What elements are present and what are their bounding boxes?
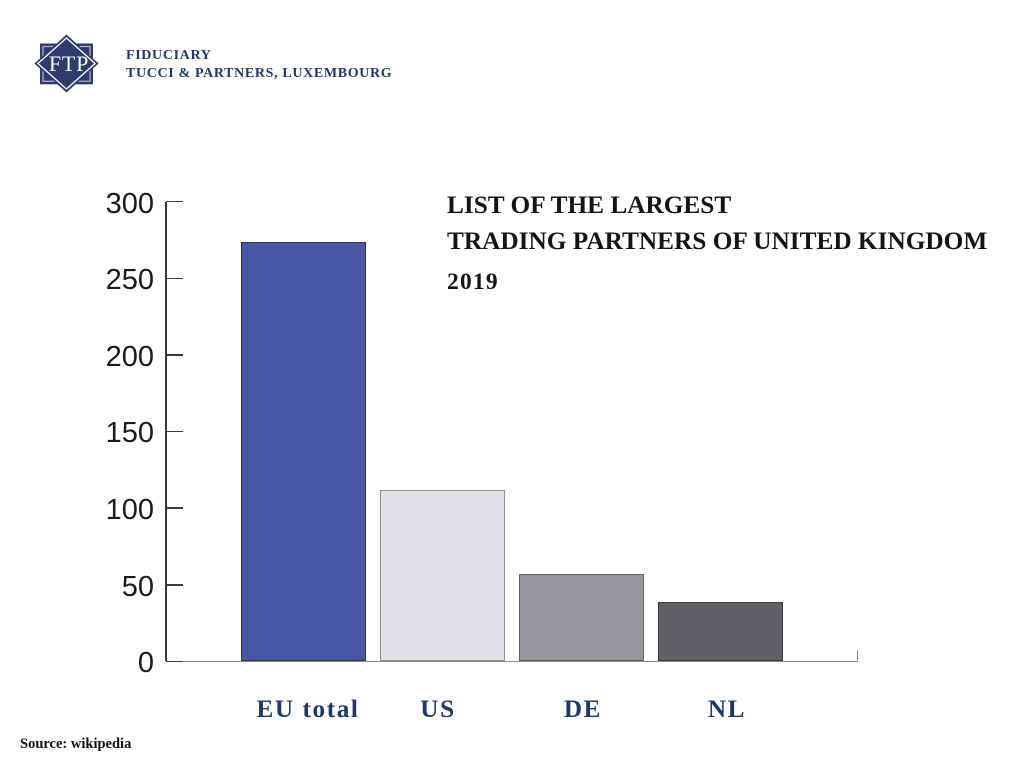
chart-title-line1: LIST OF THE LARGEST <box>446 191 731 220</box>
bar-de <box>519 574 644 662</box>
company-name-line1: FIDUCIARY <box>126 47 212 63</box>
x-axis-line <box>165 660 858 663</box>
y-tick-label-250: 250 <box>105 264 154 297</box>
category-label-nl: NL <box>707 696 746 724</box>
chart-title-line2: TRADING PARTNERS OF UNITED KINGDOM <box>446 227 987 256</box>
x-axis-end-tick <box>856 650 858 662</box>
y-tick-label-100: 100 <box>105 494 154 527</box>
category-label-us: US <box>419 696 456 724</box>
bar-nl <box>657 601 783 662</box>
company-logo-icon <box>34 34 99 93</box>
y-tick-200 <box>165 354 184 356</box>
chart-subtitle-year: 2019 <box>446 268 499 295</box>
y-tick-50 <box>165 584 184 586</box>
category-label-eu-total: EU total <box>256 696 360 724</box>
y-tick-100 <box>165 507 184 509</box>
y-tick-label-300: 300 <box>105 187 154 220</box>
logo-monogram: FTP <box>48 51 89 77</box>
y-tick-250 <box>165 277 184 280</box>
y-tick-300 <box>165 200 184 203</box>
y-tick-label-150: 150 <box>105 417 154 450</box>
y-tick-label-0: 0 <box>137 647 154 680</box>
company-name-line2: TUCCI & PARTNERS, LUXEMBOURG <box>126 66 393 82</box>
y-tick-label-200: 200 <box>105 340 154 373</box>
source-note: Source: wikipedia <box>20 735 132 752</box>
y-tick-label-50: 50 <box>121 570 154 603</box>
logo-diamond-inner-line <box>36 37 97 90</box>
y-tick-150 <box>165 430 184 433</box>
bar-eu-total <box>241 241 367 662</box>
category-label-de: DE <box>563 696 602 724</box>
bar-us <box>380 489 506 662</box>
y-tick-0 <box>165 660 184 663</box>
